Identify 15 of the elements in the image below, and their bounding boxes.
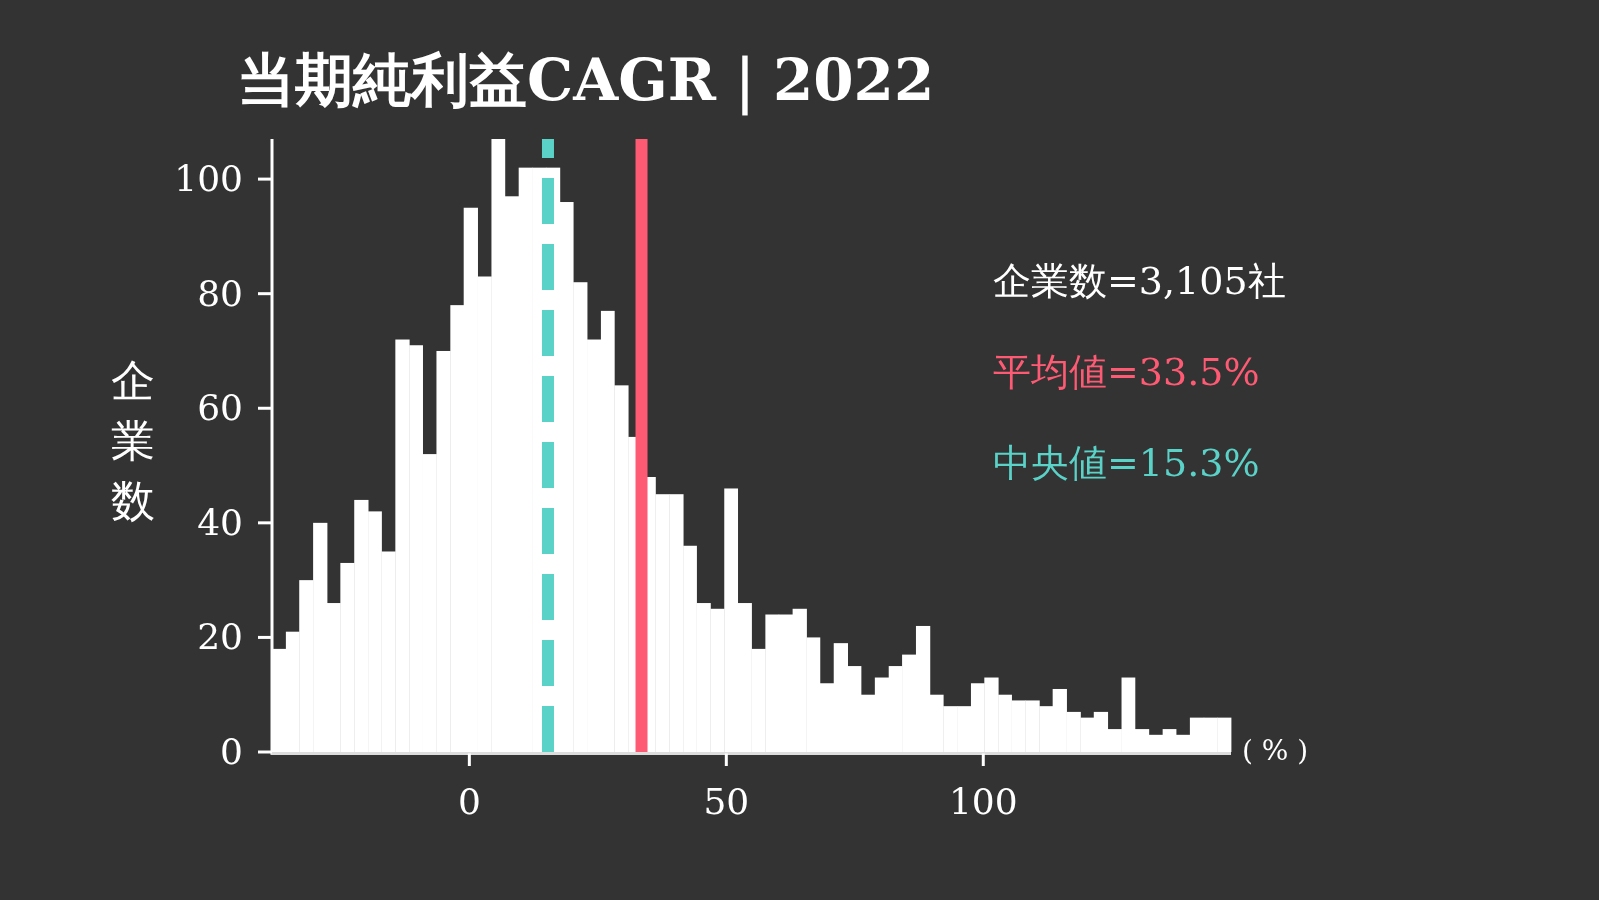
y-tick-label: 80 bbox=[197, 272, 243, 314]
title: 当期純利益CAGR｜2022 bbox=[237, 46, 935, 114]
y-tick-label: 20 bbox=[197, 616, 243, 658]
x-tick-label: 100 bbox=[948, 781, 1018, 822]
ref-line-label: 平均値=33.5% bbox=[993, 350, 1260, 394]
x-tick-label: 0 bbox=[457, 781, 481, 822]
annotation: 企業数=3,105社 bbox=[993, 259, 1286, 303]
y-tick-label: 100 bbox=[174, 158, 243, 200]
y-tick-label: 60 bbox=[197, 387, 243, 429]
y-axis-title: 企業数 bbox=[111, 355, 155, 526]
y-tick-label: 40 bbox=[197, 501, 243, 543]
y-tick-label: 0 bbox=[220, 731, 243, 772]
ref-line-label: 中央値=15.3% bbox=[993, 441, 1260, 485]
x-tick-label: 50 bbox=[703, 781, 750, 822]
x-axis-title: ( % ) bbox=[1242, 734, 1309, 767]
